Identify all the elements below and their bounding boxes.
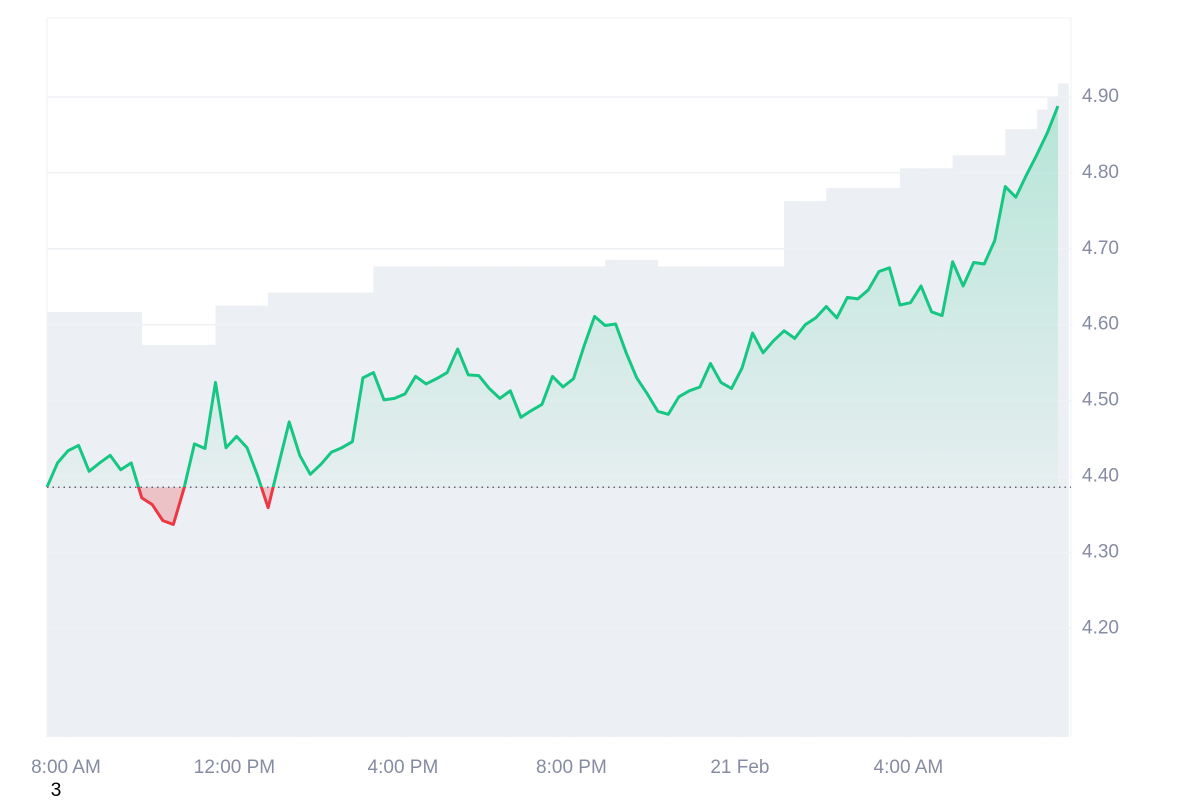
x-tick-label: 21 Feb	[710, 757, 769, 778]
volume-bar	[752, 266, 764, 737]
y-tick-label: 4.20	[1082, 617, 1119, 638]
volume-bar	[405, 266, 416, 737]
x-tick-label: 8:00 PM	[536, 757, 607, 778]
volume-bar	[47, 312, 58, 737]
volume-bar	[699, 266, 711, 737]
volume-bar	[383, 266, 395, 737]
volume-bar	[552, 266, 564, 737]
volume-bar	[520, 266, 532, 737]
volume-bar	[531, 266, 543, 737]
volume-bar	[68, 312, 79, 737]
volume-bar	[615, 259, 627, 737]
y-tick-label: 4.70	[1082, 238, 1119, 259]
volume-bar	[457, 266, 469, 737]
volume-bar	[183, 344, 195, 737]
volume-bar	[678, 266, 690, 737]
volume-bar	[57, 312, 69, 737]
volume-bar	[89, 312, 100, 737]
volume-bar	[331, 292, 343, 737]
volume-bar	[99, 312, 111, 737]
x-tick-label: 4:00 PM	[368, 757, 439, 778]
volume-bar	[352, 292, 364, 737]
y-tick-label: 4.80	[1082, 162, 1119, 183]
volume-bar	[710, 266, 722, 737]
volume-bar	[563, 266, 574, 737]
volume-bar	[320, 292, 332, 737]
volume-bar	[194, 344, 206, 737]
volume-bar	[605, 259, 616, 737]
volume-bar	[162, 344, 174, 737]
volume-bar	[1057, 83, 1069, 737]
volume-bar	[720, 266, 732, 737]
x-tick-label: 12:00 PM	[194, 757, 275, 778]
volume-bar	[131, 312, 143, 737]
volume-bar	[141, 344, 153, 737]
volume-bar	[278, 292, 290, 737]
volume-bar	[499, 266, 511, 737]
volume-bar	[573, 266, 585, 737]
y-tick-label: 4.90	[1082, 86, 1119, 107]
volume-bar	[173, 344, 185, 737]
volume-bar	[110, 312, 122, 737]
volume-bar	[394, 266, 406, 737]
volume-bar	[657, 266, 669, 737]
volume-bar	[289, 292, 301, 737]
volume-bar	[236, 305, 248, 737]
volume-bar	[478, 266, 490, 737]
volume-bar	[584, 266, 595, 737]
volume-bar	[341, 292, 353, 737]
volume-bar	[373, 266, 385, 737]
corner-label: 3	[51, 780, 62, 800]
volume-bar	[541, 266, 553, 737]
volume-bar	[299, 292, 311, 737]
price-line	[45, 105, 1060, 526]
volume-bar	[626, 259, 638, 737]
volume-bar	[689, 266, 701, 737]
volume-bar	[226, 305, 237, 737]
volume-bar	[78, 312, 90, 737]
volume-bar	[120, 312, 132, 737]
x-tick-label: 8:00 AM	[31, 757, 101, 778]
volume-bar	[742, 266, 753, 737]
volume-bar	[668, 266, 680, 737]
volume-bar	[510, 266, 522, 737]
volume-bar	[773, 266, 785, 737]
volume-bar	[310, 292, 322, 737]
volume-bar	[647, 259, 659, 737]
volume-bar	[489, 266, 501, 737]
volume-bar	[215, 305, 227, 737]
volume-bar	[426, 266, 437, 737]
y-tick-label: 4.50	[1082, 390, 1119, 411]
volume-bar	[268, 292, 280, 737]
y-tick-label: 4.60	[1082, 314, 1119, 335]
volume-bar	[763, 266, 774, 737]
volume-bar	[468, 266, 480, 737]
volume-bar	[257, 305, 269, 737]
x-tick-label: 4:00 AM	[874, 757, 944, 778]
volume-bar	[247, 305, 258, 737]
y-tick-label: 4.30	[1082, 542, 1119, 563]
volume-bar	[362, 292, 374, 737]
volume-bar	[594, 266, 606, 737]
volume-bar	[731, 266, 743, 737]
y-tick-label: 4.40	[1082, 466, 1119, 487]
volume-bar	[152, 344, 164, 737]
area-fill	[47, 106, 1058, 525]
volume-bar	[447, 266, 459, 737]
volume-bar	[436, 266, 448, 737]
volume-bar	[204, 344, 216, 737]
volume-bar	[415, 266, 427, 737]
volume-bar	[636, 259, 648, 737]
